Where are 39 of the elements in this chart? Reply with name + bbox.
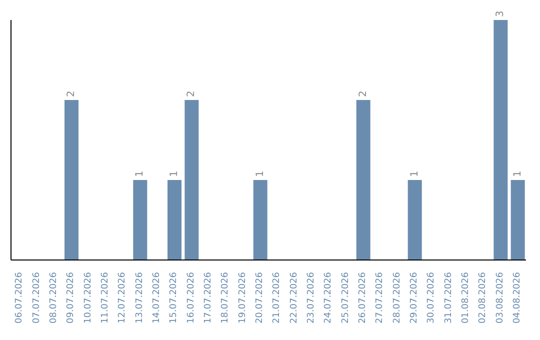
x-tick-label: 13.07.2026 bbox=[134, 272, 145, 324]
data-label: 1 bbox=[409, 170, 420, 177]
x-tick-label: 07.07.2026 bbox=[32, 272, 42, 324]
x-tick-label: 24.07.2026 bbox=[324, 272, 334, 324]
x-tick-label: 01.08.2026 bbox=[460, 272, 471, 324]
x-tick-label: 22.07.2026 bbox=[289, 272, 300, 324]
x-tick-label: 18.07.2026 bbox=[220, 272, 231, 324]
x-tick-label: 14.07.2026 bbox=[152, 272, 162, 324]
x-tick-label: 17.07.2026 bbox=[203, 272, 214, 324]
data-label: 2 bbox=[358, 90, 369, 97]
x-tick-label: 28.07.2026 bbox=[392, 272, 402, 324]
x-tick-label: 27.07.2026 bbox=[375, 272, 386, 324]
x-tick-label: 16.07.2026 bbox=[186, 272, 196, 324]
data-label: 1 bbox=[134, 170, 146, 177]
x-tick-label: 26.07.2026 bbox=[358, 272, 368, 324]
x-tick-label: 03.08.2026 bbox=[495, 272, 506, 324]
x-tick-label: 04.08.2026 bbox=[512, 272, 522, 324]
data-label: 1 bbox=[512, 170, 524, 177]
x-tick-label: 10.07.2026 bbox=[83, 272, 94, 324]
x-tick-label: 20.07.2026 bbox=[254, 272, 265, 324]
x-tick-label: 21.07.2026 bbox=[272, 272, 282, 324]
x-tick-label: 12.07.2026 bbox=[118, 272, 128, 324]
data-label: 2 bbox=[66, 90, 77, 97]
x-tick-label: 09.07.2026 bbox=[66, 272, 76, 324]
x-tick-label: 02.08.2026 bbox=[478, 272, 488, 324]
data-label: 1 bbox=[169, 170, 180, 177]
x-tick-label: 11.07.2026 bbox=[100, 272, 110, 324]
x-tick-label: 31.07.2026 bbox=[444, 272, 454, 324]
x-tick-label: 25.07.2026 bbox=[340, 272, 351, 324]
data-label: 3 bbox=[495, 10, 506, 17]
data-label: 2 bbox=[186, 90, 198, 97]
data-label: 1 bbox=[254, 170, 266, 177]
x-tick-label: 29.07.2026 bbox=[409, 272, 420, 324]
x-tick-label: 06.07.2026 bbox=[14, 272, 25, 324]
x-tick-label: 30.07.2026 bbox=[426, 272, 437, 324]
x-tick-label: 15.07.2026 bbox=[169, 272, 180, 324]
x-tick-label: 23.07.2026 bbox=[306, 272, 316, 324]
x-tick-label: 08.07.2026 bbox=[48, 272, 59, 324]
x-tick-label: 19.07.2026 bbox=[238, 272, 248, 324]
